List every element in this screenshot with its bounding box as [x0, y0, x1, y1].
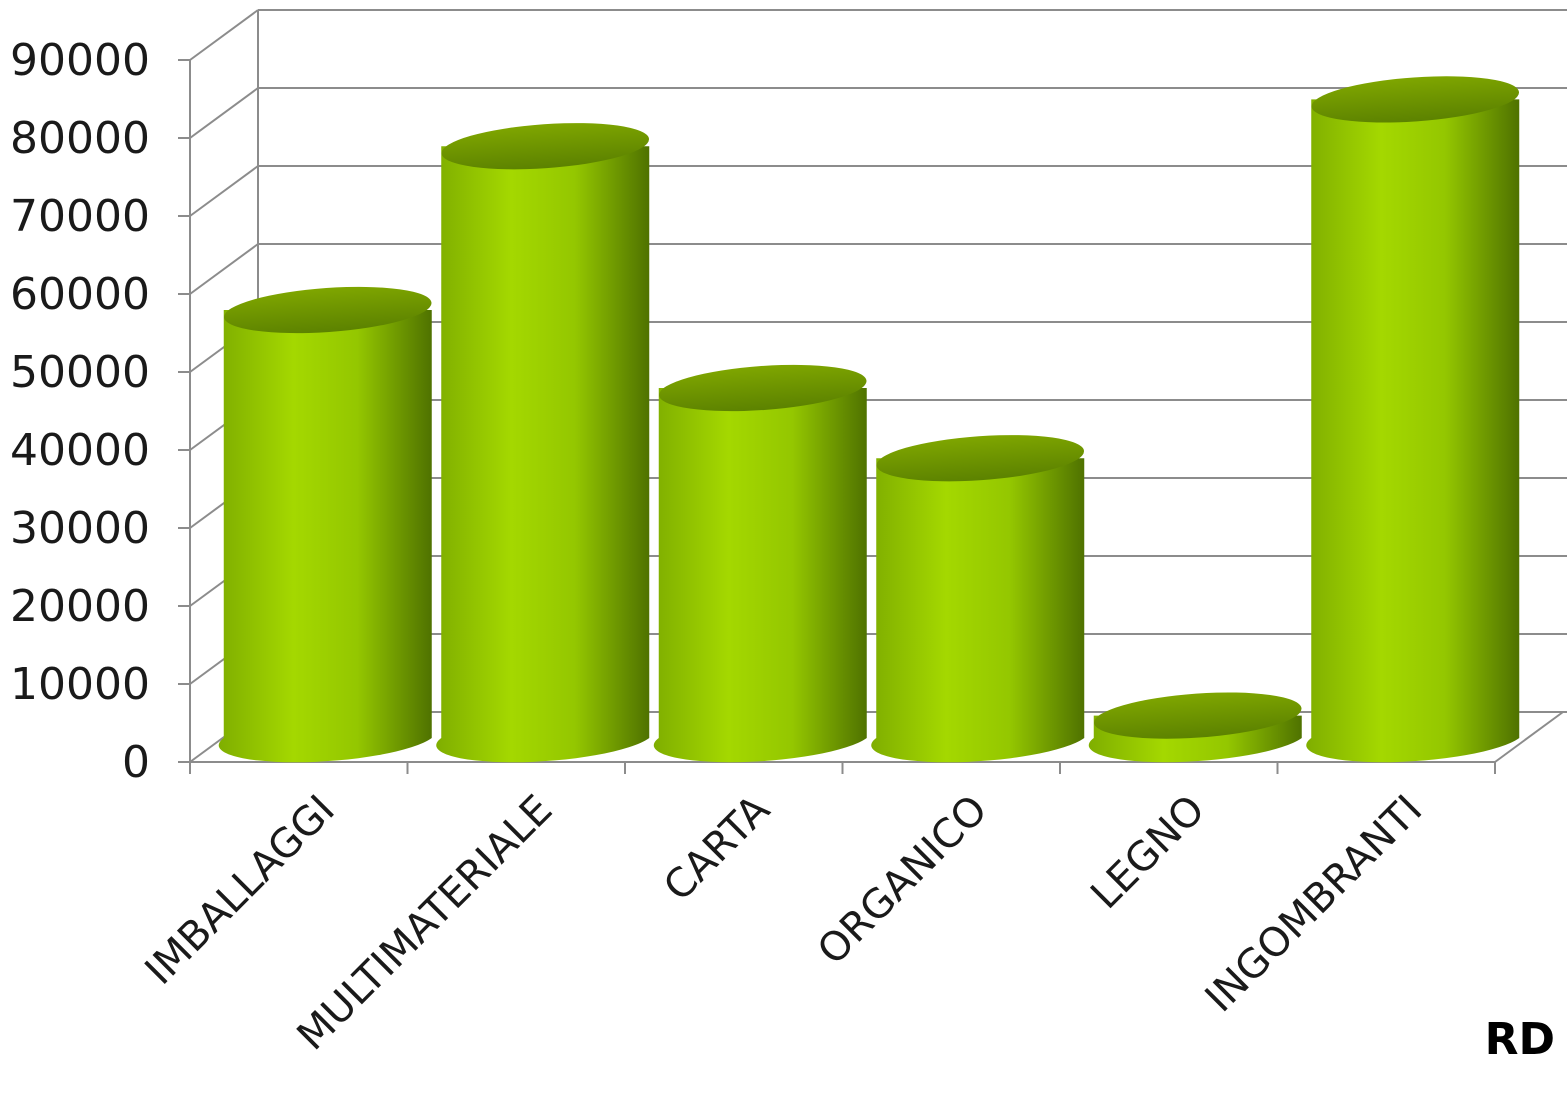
bar-body	[1306, 99, 1520, 763]
y-tick-label: 0	[122, 737, 150, 788]
gridline-side	[189, 87, 259, 139]
y-tick-label: 60000	[10, 269, 150, 320]
bar-top-cap	[1093, 692, 1302, 739]
axes	[178, 59, 1564, 774]
y-tick-label: 80000	[10, 113, 150, 164]
bar-legno	[1088, 692, 1302, 763]
bar-imballaggi	[218, 286, 432, 763]
bar-carta	[653, 364, 867, 763]
y-tick-label: 10000	[10, 659, 150, 710]
bars	[218, 76, 1520, 763]
x-category-label: LEGNO	[1082, 787, 1213, 918]
y-tick-label: 90000	[10, 35, 150, 86]
bar-top-cap	[441, 123, 650, 170]
bar-body	[218, 310, 432, 763]
gridline-side	[189, 9, 259, 61]
gridline-side	[189, 243, 259, 295]
bar-top-cap	[1311, 76, 1520, 123]
x-category-label: INGOMBRANTI	[1197, 787, 1432, 1022]
bar-ingombranti	[1306, 76, 1520, 763]
y-tick-label: 50000	[10, 347, 150, 398]
legend-series-label: RD	[1485, 1014, 1555, 1065]
x-category-label: CARTA	[655, 786, 779, 910]
y-tick-label: 30000	[10, 503, 150, 554]
floor-right-edge	[1494, 711, 1564, 763]
bar-body	[871, 458, 1085, 763]
bar-organico	[871, 435, 1085, 763]
y-tick-label: 40000	[10, 425, 150, 476]
bar-top-cap	[658, 364, 867, 412]
gridline-side	[189, 165, 259, 217]
x-category-label: IMBALLAGGI	[137, 787, 344, 994]
bar-multimateriale	[436, 123, 650, 763]
y-tick-label: 20000	[10, 581, 150, 632]
x-category-label: ORGANICO	[809, 787, 996, 974]
y-tick-label: 70000	[10, 191, 150, 242]
bar-body	[653, 388, 867, 763]
bar-top-cap	[223, 286, 432, 334]
bar-top-cap	[876, 435, 1085, 482]
bar-body	[436, 146, 650, 763]
